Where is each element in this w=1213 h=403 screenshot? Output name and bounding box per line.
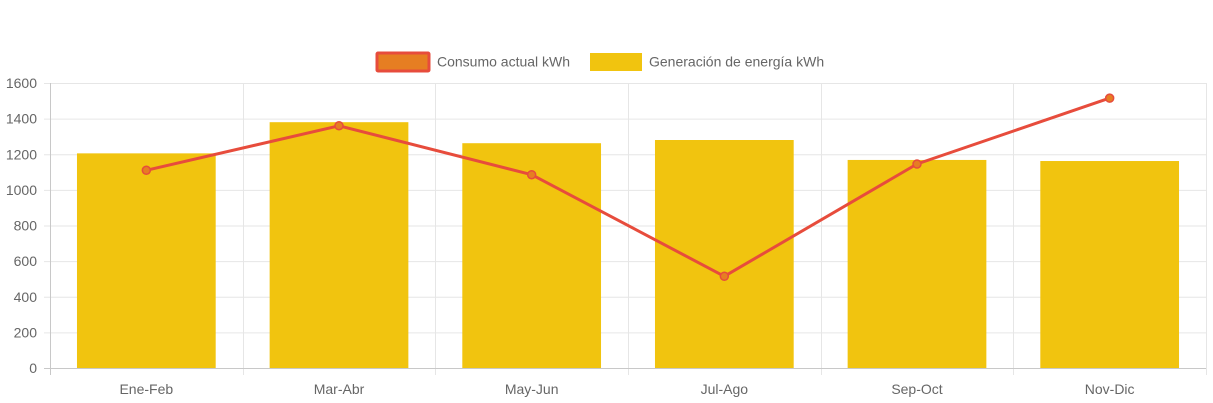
line-series-consumo [141, 93, 1115, 282]
point-nov-dic[interactable] [1104, 93, 1115, 103]
point-ene-feb[interactable] [141, 165, 152, 176]
bar-mar-abr[interactable] [269, 122, 409, 368]
tick-labels: 0 200 400 600 800 1000 1200 1400 1600 Ene-Feb Mar-… [6, 75, 1135, 397]
x-tick-label: Jul-Ago [701, 381, 749, 397]
y-tick-label: 0 [29, 360, 37, 376]
y-tick-label: 200 [14, 324, 38, 340]
bar-ene-feb[interactable] [76, 153, 216, 368]
x-tick-label: Ene-Feb [119, 381, 173, 397]
y-tick-label: 1200 [6, 146, 37, 162]
legend-swatch-generacion [590, 53, 642, 71]
bar-may-jun[interactable] [462, 143, 602, 368]
y-tick-label: 1000 [6, 182, 37, 198]
grid [44, 83, 1207, 375]
legend-item-consumo[interactable]: Consumo actual kWh [375, 51, 570, 73]
legend-label-generacion: Generación de energía kWh [649, 54, 824, 70]
x-tick-label: Nov-Dic [1085, 381, 1135, 397]
x-tick-label: Mar-Abr [314, 381, 365, 397]
y-tick-label: 400 [14, 289, 38, 305]
axes [44, 83, 1206, 375]
series-line-consumo [145, 96, 1111, 278]
point-jul-ago[interactable] [719, 271, 730, 282]
y-tick-label: 800 [14, 218, 38, 234]
legend-swatch-consumo [375, 51, 431, 73]
bar-jul-ago[interactable] [654, 140, 794, 368]
point-sep-oct[interactable] [912, 159, 922, 169]
legend-label-consumo: Consumo actual kWh [437, 54, 570, 70]
point-mar-abr[interactable] [334, 121, 344, 131]
x-tick-label: May-Jun [505, 381, 559, 397]
y-tick-label: 1600 [6, 75, 37, 91]
legend-item-generacion[interactable]: Generación de energía kWh [590, 53, 824, 71]
x-tick-label: Sep-Oct [891, 381, 942, 397]
y-tick-label: 600 [14, 253, 38, 269]
point-may-jun[interactable] [526, 169, 537, 180]
y-tick-label: 1400 [6, 111, 37, 127]
bar-series-generacion [76, 122, 1180, 368]
legend[interactable]: Consumo actual kWh Generación de energía… [375, 51, 824, 73]
bar-sep-oct[interactable] [847, 159, 987, 368]
bar-nov-dic[interactable] [1040, 161, 1180, 368]
